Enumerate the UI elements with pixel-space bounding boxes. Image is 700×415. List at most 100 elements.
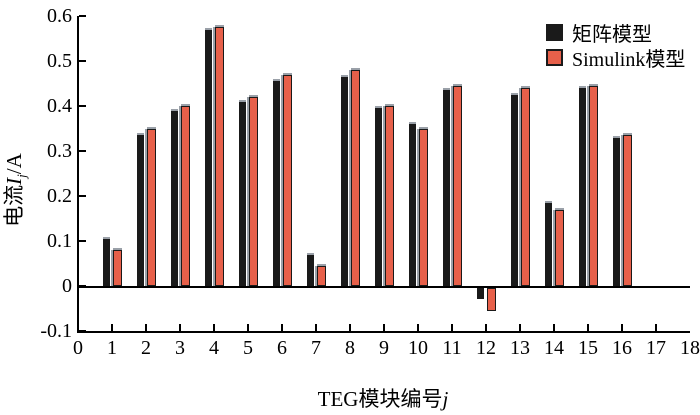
bar-matrix-8	[341, 76, 348, 286]
x-tick-label: 13	[510, 337, 530, 359]
y-tick-label: 0.2	[47, 185, 72, 207]
y-axis-line	[77, 16, 79, 333]
y-tick	[79, 150, 86, 152]
bar-matrix-11	[443, 90, 450, 286]
zero-baseline	[77, 286, 690, 288]
x-tick	[213, 324, 215, 331]
x-tick	[179, 324, 181, 331]
x-tick-label: 5	[243, 337, 253, 359]
x-tick	[281, 324, 283, 331]
x-tick-label: 2	[141, 337, 151, 359]
x-tick-label: 18	[680, 337, 700, 359]
bar-simulink-4	[215, 27, 224, 286]
bar-simulink-3	[181, 106, 190, 286]
y-tick-label: 0.5	[47, 50, 72, 72]
legend-label-matrix-model: 矩阵模型	[572, 24, 652, 46]
x-tick-label: 12	[476, 337, 496, 359]
x-tick	[247, 324, 249, 331]
y-tick	[79, 195, 86, 197]
x-tick	[655, 324, 657, 331]
bar-simulink-16	[623, 135, 632, 286]
x-tick-label: 10	[408, 337, 428, 359]
legend: 矩阵模型 Simulink模型	[546, 20, 686, 71]
x-tick-label: 0	[73, 337, 83, 359]
x-tick	[587, 324, 589, 331]
x-tick-label: 7	[311, 337, 321, 359]
x-tick-label: 11	[442, 337, 462, 359]
x-axis-title: TEG模块编号j	[77, 383, 689, 413]
bar-simulink-6	[283, 74, 292, 286]
bar-simulink-1	[113, 250, 122, 286]
x-tick	[349, 324, 351, 331]
x-axis-symbol: j	[442, 387, 449, 411]
legend-swatch-black-icon	[546, 24, 563, 41]
legend-label-simulink-model: Simulink模型	[572, 49, 686, 71]
bar-matrix-16	[613, 137, 620, 286]
y-tick	[79, 240, 86, 242]
bar-simulink-12	[487, 288, 496, 311]
bar-matrix-4	[205, 29, 212, 286]
y-tick	[79, 60, 86, 62]
y-tick-label: 0.4	[47, 95, 72, 117]
bar-simulink-9	[385, 106, 394, 286]
x-tick-label: 1	[107, 337, 117, 359]
x-tick	[451, 324, 453, 331]
bar-matrix-13	[511, 94, 518, 286]
x-tick	[145, 324, 147, 331]
bar-matrix-5	[239, 101, 246, 286]
x-axis-title-text: TEG模块编号	[317, 387, 443, 411]
y-tick-label: 0.3	[47, 140, 72, 162]
x-tick	[417, 324, 419, 331]
x-tick	[519, 324, 521, 331]
y-tick	[79, 285, 86, 287]
x-tick-label: 4	[209, 337, 219, 359]
bar-matrix-10	[409, 124, 416, 286]
legend-item-matrix-model: 矩阵模型	[546, 20, 685, 46]
bar-simulink-10	[419, 128, 428, 286]
bar-simulink-13	[521, 88, 530, 286]
bar-simulink-8	[351, 70, 360, 286]
y-tick-label: -0.1	[40, 320, 72, 342]
bar-matrix-12	[477, 288, 484, 300]
bar-simulink-2	[147, 128, 156, 286]
x-tick	[315, 324, 317, 331]
bar-simulink-15	[589, 85, 598, 286]
x-tick	[485, 324, 487, 331]
bar-simulink-11	[453, 85, 462, 286]
x-tick-label: 14	[544, 337, 564, 359]
y-tick-label: 0.1	[47, 230, 72, 252]
x-tick	[553, 324, 555, 331]
bar-simulink-5	[249, 97, 258, 286]
bar-matrix-2	[137, 135, 144, 286]
bar-matrix-7	[307, 254, 314, 286]
x-tick-label: 17	[646, 337, 666, 359]
x-tick-label: 16	[612, 337, 632, 359]
bar-matrix-3	[171, 110, 178, 286]
x-tick	[621, 324, 623, 331]
legend-item-simulink-model: Simulink模型	[546, 45, 686, 71]
bar-matrix-15	[579, 88, 586, 286]
x-tick	[111, 324, 113, 331]
bar-matrix-9	[375, 108, 382, 286]
y-axis-symbol: I	[2, 177, 26, 185]
y-tick-label: 0	[62, 275, 72, 297]
bar-simulink-7	[317, 265, 326, 286]
y-tick-label: 0.6	[47, 5, 72, 27]
x-tick-label: 8	[345, 337, 355, 359]
bar-matrix-14	[545, 202, 552, 286]
legend-swatch-red-icon	[546, 49, 563, 66]
y-tick	[79, 105, 86, 107]
x-tick-label: 15	[578, 337, 598, 359]
x-tick-label: 9	[379, 337, 389, 359]
y-axis-subscript: j	[14, 174, 30, 178]
bar-matrix-6	[273, 81, 280, 286]
x-axis-line	[77, 331, 690, 333]
y-tick	[79, 15, 86, 17]
x-tick	[383, 324, 385, 331]
y-tick	[79, 330, 86, 332]
x-tick-label: 3	[175, 337, 185, 359]
bar-matrix-1	[103, 238, 110, 286]
bar-simulink-14	[555, 209, 564, 286]
x-tick-label: 6	[277, 337, 287, 359]
